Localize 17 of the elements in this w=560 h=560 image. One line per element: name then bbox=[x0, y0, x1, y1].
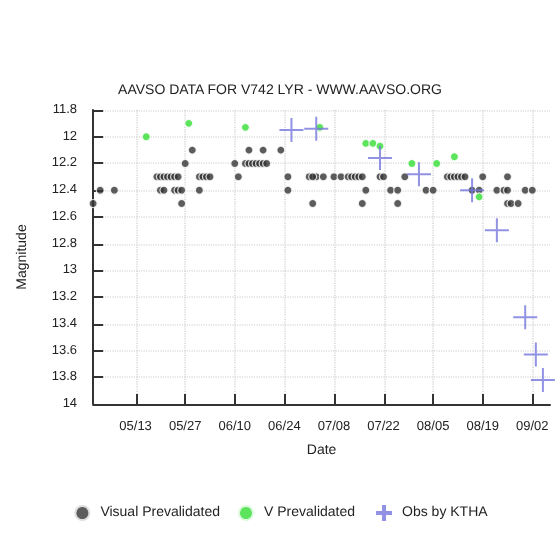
point bbox=[278, 117, 305, 144]
point bbox=[483, 217, 510, 244]
point bbox=[184, 118, 194, 128]
point bbox=[240, 122, 250, 132]
point bbox=[512, 304, 539, 331]
point bbox=[141, 132, 151, 142]
point bbox=[449, 152, 459, 162]
point bbox=[432, 158, 442, 169]
point bbox=[522, 341, 549, 368]
point bbox=[366, 145, 393, 172]
point bbox=[303, 115, 330, 142]
point bbox=[459, 177, 486, 204]
point bbox=[405, 161, 432, 188]
point bbox=[407, 158, 417, 169]
point bbox=[529, 366, 556, 393]
point bbox=[368, 138, 378, 149]
point bbox=[474, 192, 484, 202]
